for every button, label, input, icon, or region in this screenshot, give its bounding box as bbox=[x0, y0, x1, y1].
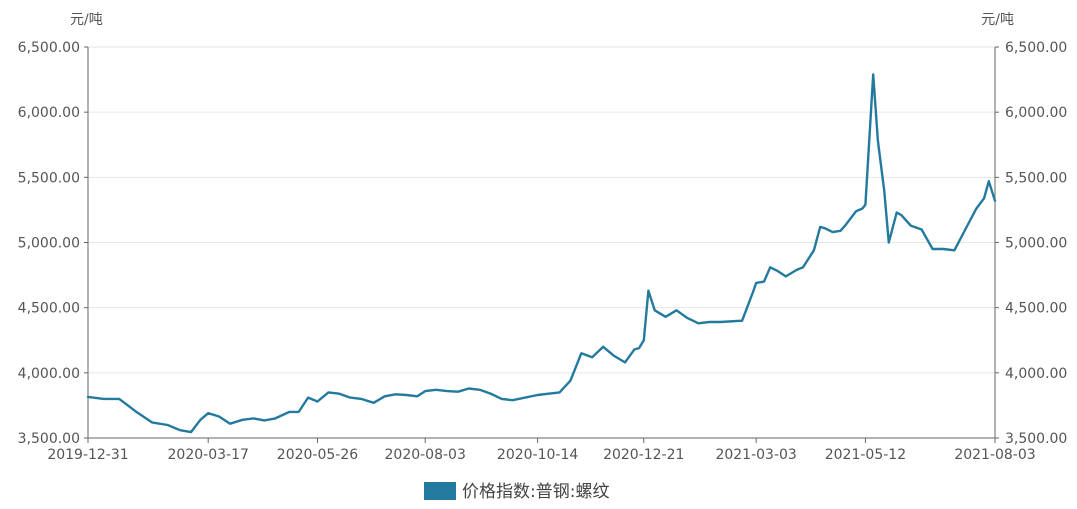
y-tick-labels: 3,500.00 3,500.00 4,000.00 4,000.00 4,500.00… bbox=[18, 40, 1068, 447]
y-tick-label-right: 4,000.00 bbox=[1005, 366, 1067, 382]
y-tick-label-left: 4,500.00 bbox=[18, 301, 80, 317]
x-tick-label: 2021-03-03 bbox=[715, 447, 796, 463]
y-tick-label-left: 4,000.00 bbox=[18, 366, 80, 382]
x-tick-label: 2021-05-12 bbox=[825, 447, 906, 463]
x-tick-label: 2020-03-17 bbox=[168, 447, 249, 463]
y-tick-label-right: 6,000.00 bbox=[1005, 105, 1067, 121]
y-unit-right: 元/吨 bbox=[981, 12, 1014, 28]
series-layer bbox=[86, 73, 997, 434]
legend[interactable]: 价格指数:普钢:螺纹 bbox=[424, 482, 609, 502]
x-tick-label: 2019-12-31 bbox=[47, 447, 128, 463]
x-tick-label: 2020-12-21 bbox=[603, 447, 684, 463]
y-tick-label-right: 5,500.00 bbox=[1005, 170, 1067, 186]
y-unit-left: 元/吨 bbox=[70, 12, 103, 28]
x-tick-labels: 2019-12-31 2020-03-17 2020-05-26 2020-08-03… bbox=[47, 438, 1036, 463]
x-tick-label: 2020-08-03 bbox=[385, 447, 466, 463]
y-tick-label-left: 6,000.00 bbox=[18, 105, 80, 121]
y-tick-label-left: 3,500.00 bbox=[18, 431, 80, 447]
y-tick-label-left: 5,500.00 bbox=[18, 170, 80, 186]
legend-swatch bbox=[424, 482, 456, 500]
legend-label: 价格指数:普钢:螺纹 bbox=[462, 482, 609, 502]
y-tick-label-left: 5,000.00 bbox=[18, 236, 80, 252]
x-tick-label: 2020-05-26 bbox=[277, 447, 358, 463]
y-tick-label-right: 6,500.00 bbox=[1005, 40, 1067, 56]
y-tick-label-right: 4,500.00 bbox=[1005, 301, 1067, 317]
series-line-rebar-price-index bbox=[86, 73, 997, 434]
x-tick-label: 2020-10-14 bbox=[497, 447, 578, 463]
y-tick-label-left: 6,500.00 bbox=[18, 40, 80, 56]
grid-lines bbox=[88, 46, 995, 439]
x-tick-label: 2021-08-03 bbox=[954, 447, 1035, 463]
y-tick-label-right: 5,000.00 bbox=[1005, 236, 1067, 252]
y-tick-label-right: 3,500.00 bbox=[1005, 431, 1067, 447]
